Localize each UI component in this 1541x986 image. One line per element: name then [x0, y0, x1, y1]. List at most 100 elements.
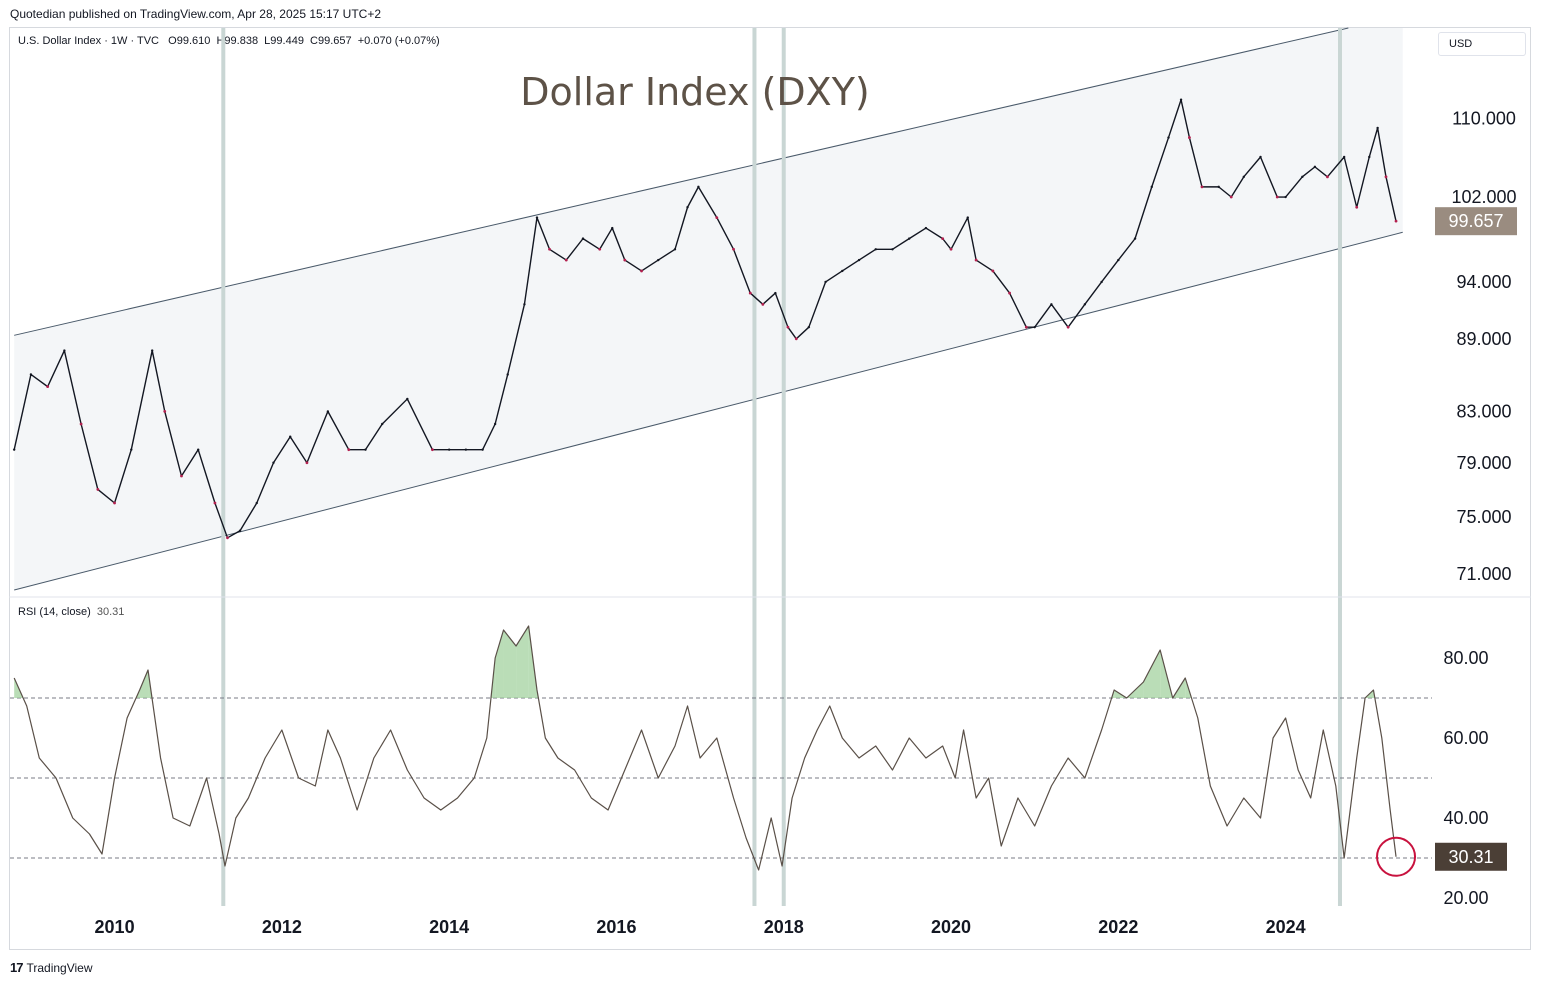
price-point-down	[548, 247, 551, 251]
price-point	[908, 237, 911, 240]
rsi-tick-label: 20.00	[1443, 888, 1488, 908]
tradingview-logo-icon: 17	[10, 960, 24, 975]
value-tags: 99.657 30.31	[1435, 207, 1517, 871]
price-point	[1167, 136, 1170, 139]
price-point-down	[623, 258, 627, 262]
price-point	[523, 303, 526, 306]
price-point	[381, 422, 384, 426]
price-point	[197, 448, 200, 451]
publisher-line: Quotedian published on TradingView.com, …	[10, 7, 382, 21]
price-point	[1284, 195, 1287, 199]
price-point	[1313, 165, 1317, 169]
rsi-overbought-fill	[495, 630, 504, 698]
price-point	[924, 226, 928, 230]
price-point	[824, 280, 827, 284]
price-point	[1083, 303, 1087, 306]
price-tick-label: 71.000	[1456, 564, 1511, 584]
price-axis[interactable]: 110.000 102.000 94.000 89.000 83.000 79.000 75…	[1451, 108, 1516, 583]
price-point-down	[1394, 219, 1398, 223]
price-point	[1342, 155, 1346, 159]
price-point-down	[732, 247, 735, 251]
price-point-down	[949, 247, 953, 251]
last-price-tag-text: 99.657	[1448, 211, 1503, 231]
rsi-value-tag	[1435, 842, 1507, 871]
symbol-ohlc-line[interactable]: U.S. Dollar Index · 1W · TVC O99.610 H99…	[18, 35, 440, 47]
vertical-markers-layer	[221, 28, 1342, 906]
price-point	[774, 291, 777, 295]
price-point	[874, 248, 877, 251]
rsi-line	[13, 625, 1397, 871]
price-point	[29, 373, 33, 376]
year-tick-label: 2016	[596, 917, 636, 937]
price-point	[581, 237, 585, 240]
price-point	[966, 216, 969, 219]
price-point-down	[1024, 325, 1028, 329]
price-tick-label: 94.000	[1456, 272, 1511, 292]
chart-frame	[9, 27, 1531, 950]
price-point	[673, 248, 677, 251]
year-tick-label: 2020	[931, 917, 971, 937]
rsi-circle-annotation	[1376, 836, 1417, 877]
price-point	[364, 448, 367, 451]
price-point-down	[1275, 195, 1279, 199]
price-point	[464, 448, 468, 451]
price-point-down	[794, 337, 798, 341]
price-point	[857, 258, 861, 262]
rsi-tick-label: 60.00	[1443, 728, 1488, 748]
currency-selector[interactable]: USD	[1438, 32, 1526, 56]
price-point	[1100, 280, 1103, 284]
price-point-down	[564, 258, 568, 262]
last-price-tag	[1435, 207, 1517, 236]
price-point-down	[113, 501, 116, 505]
price-point-down	[1200, 185, 1204, 189]
price-point-down	[786, 325, 790, 329]
price-layer	[12, 98, 1398, 540]
price-point	[63, 349, 66, 352]
rsi-tick-label: 80.00	[1443, 648, 1488, 668]
price-point-down	[213, 501, 217, 505]
price-point	[1133, 237, 1137, 240]
price-point-down	[640, 269, 643, 273]
price-point	[130, 448, 133, 451]
price-point	[506, 373, 509, 376]
price-point	[1217, 185, 1220, 189]
price-point-down	[715, 216, 719, 220]
rsi-axis[interactable]: 80.00 60.00 40.00 20.00	[1443, 648, 1488, 908]
price-point	[686, 206, 689, 209]
year-tick-label: 2018	[764, 917, 804, 937]
year-tick-label: 2022	[1098, 917, 1138, 937]
price-point	[1179, 98, 1183, 101]
price-point	[891, 248, 894, 251]
price-point	[12, 448, 16, 451]
price-point	[481, 448, 484, 451]
price-point-down	[226, 536, 229, 540]
year-tick-label: 2012	[262, 917, 302, 937]
price-point	[272, 461, 275, 464]
price-point-down	[991, 269, 995, 273]
price-point	[1259, 155, 1262, 159]
price-tick-label: 75.000	[1456, 507, 1511, 527]
rsi-legend-value: 30.31	[96, 606, 125, 618]
price-point-down	[79, 422, 83, 426]
price-tick-label: 83.000	[1456, 401, 1511, 421]
rsi-legend[interactable]: RSI (14, close) 30.31	[18, 606, 124, 618]
price-point	[1301, 175, 1304, 179]
price-point-down	[1384, 175, 1388, 179]
price-point-down	[974, 258, 978, 262]
chart-title: Dollar Index (DXY)	[520, 70, 869, 114]
rsi-overbought-fill	[503, 630, 517, 698]
price-point-down	[163, 409, 167, 413]
price-point	[1117, 258, 1120, 262]
rsi-overbought-fill	[1143, 650, 1161, 698]
price-line	[13, 99, 1397, 539]
price-point	[1150, 185, 1153, 189]
time-axis[interactable]: 2010 2012 2014 2016 2018 2020 2022 2024	[95, 917, 1306, 937]
price-point	[807, 325, 811, 329]
price-tick-label: 79.000	[1456, 453, 1511, 473]
rsi-levels-layer	[10, 697, 1432, 859]
tradingview-logo[interactable]: 17 TradingView	[10, 960, 93, 975]
rsi-label: RSI (14, close)	[18, 606, 91, 618]
price-point	[406, 397, 409, 401]
price-point	[255, 501, 258, 505]
